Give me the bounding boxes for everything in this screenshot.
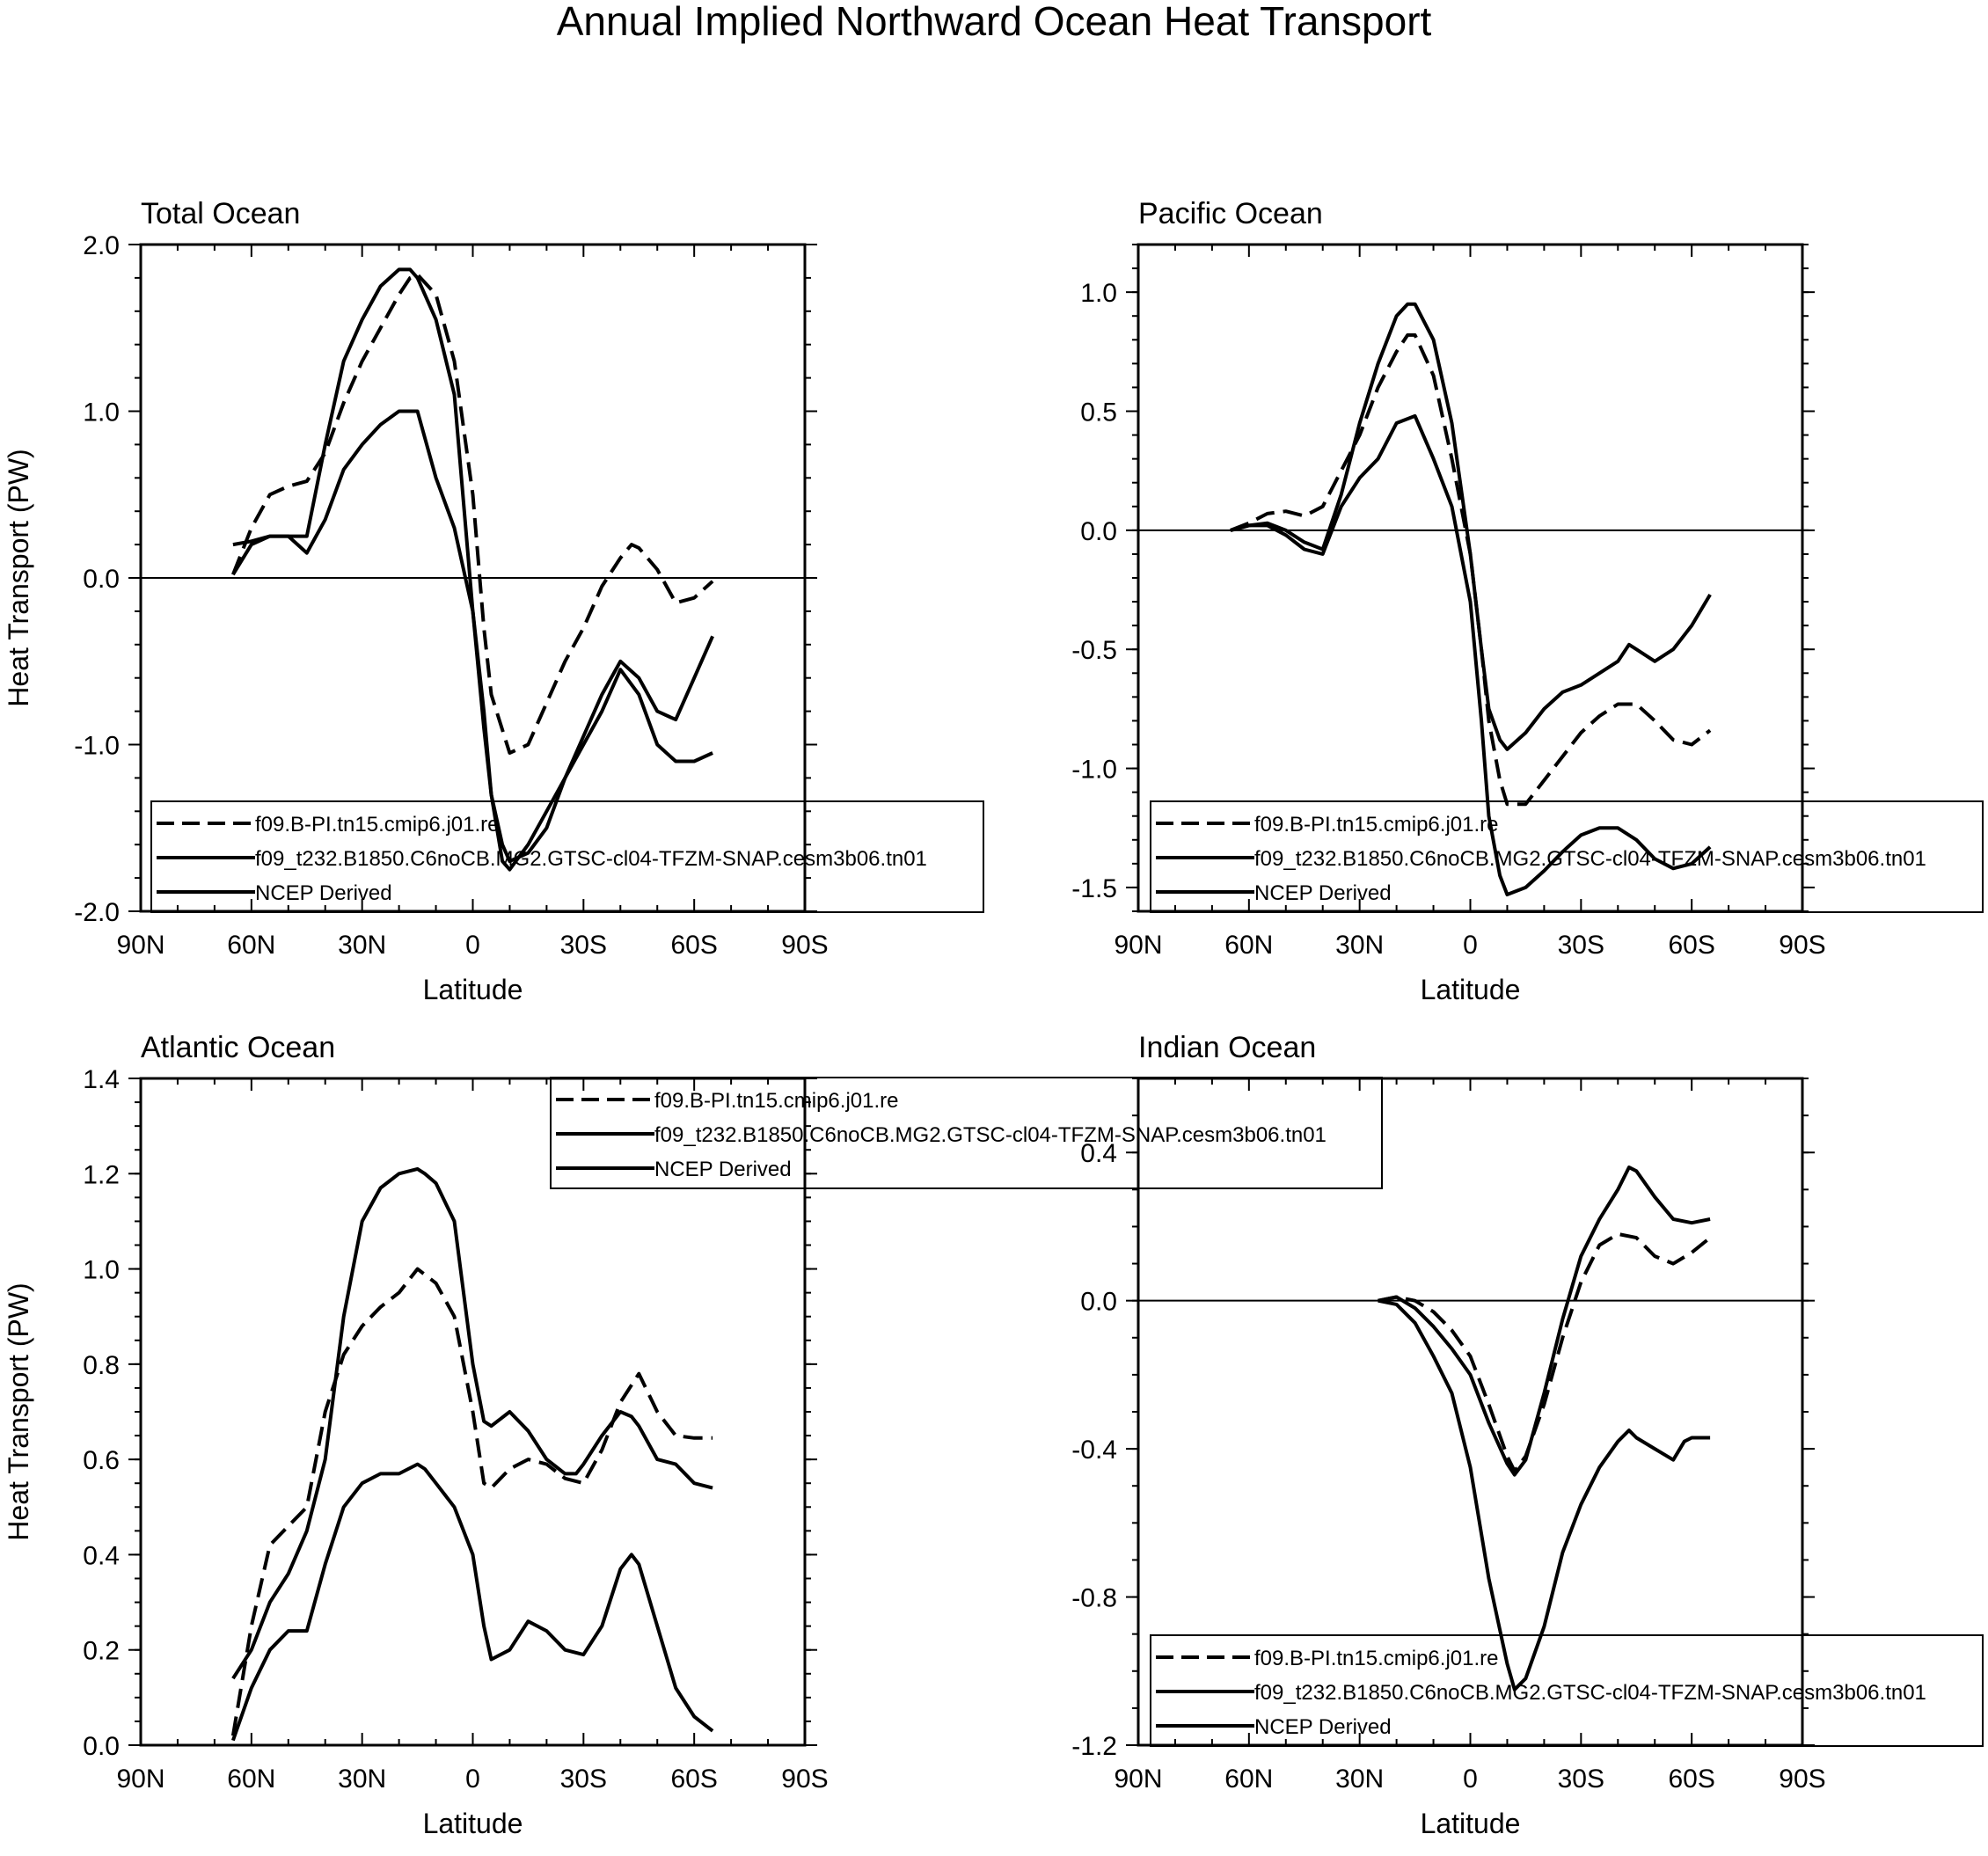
pacific-x-tick-label: 30S [1558,931,1604,960]
total-x-axis-label: Latitude [423,974,523,1005]
indian-series-2-line [1378,1298,1711,1692]
atlantic-x-tick-label: 90N [116,1765,164,1794]
pacific-x-tick-label: 60S [1668,931,1714,960]
atlantic-y-tick-label: 1.0 [83,1256,120,1285]
pacific-legend-label: f09.B-PI.tn15.cmip6.j01.re [1254,813,1498,837]
indian-x-tick-label: 60S [1668,1765,1714,1794]
indian-x-tick-label: 90S [1779,1765,1825,1794]
atlantic-y-axis-label: Heat Transport (PW) [3,1282,34,1540]
indian-y-tick-label: -0.4 [1071,1436,1117,1465]
atlantic-y-tick-label: 1.4 [83,1065,120,1094]
atlantic-y-tick-label: 0.8 [83,1351,120,1380]
atlantic-y-tick-label: 0.0 [83,1732,120,1761]
atlantic-x-tick-label: 0 [465,1765,480,1794]
indian-series-1-line [1378,1165,1711,1477]
indian-x-tick-label: 30S [1558,1765,1604,1794]
total-x-tick-label: 90S [781,931,828,960]
total-legend-label: NCEP Derived [255,881,392,905]
indian-y-tick-label: -1.2 [1071,1732,1117,1761]
atlantic-panel: Atlantic Ocean 90N 60N 30N 0 30S 60S 90S 1.4 1.2 1… [3,1031,1383,1839]
atlantic-legend-label: NCEP Derived [654,1158,792,1181]
indian-x-tick-label: 0 [1463,1765,1478,1794]
indian-legend-label: f09_t232.B1850.C6noCB.MG2.GTSC-cl04-TFZM… [1254,1681,1926,1705]
atlantic-legend: f09.B-PI.tn15.cmip6.j01.re f09_t232.B1850… [550,1077,1383,1189]
indian-x-tick-label: 60N [1224,1765,1273,1794]
atlantic-legend-label: f09.B-PI.tn15.cmip6.j01.re [654,1089,898,1113]
atlantic-x-tick-label: 60S [670,1765,717,1794]
atlantic-y-tick-label: 0.6 [83,1446,120,1475]
atlantic-legend-box [550,1077,1383,1189]
pacific-y-tick-label: 0.5 [1080,398,1117,427]
pacific-panel: Pacific Ocean 90N 60N 30N 0 30S 60S 90S 1.0 0.5 0.… [1071,197,1984,1005]
atlantic-series-2-line [231,1462,714,1742]
indian-x-tick-label: 30N [1335,1765,1384,1794]
pacific-legend-label: NCEP Derived [1254,881,1392,905]
pacific-x-tick-label: 30N [1335,931,1384,960]
atlantic-y-tick-label: 1.2 [83,1160,120,1189]
total-y-tick-label: 1.0 [83,398,120,427]
total-y-tick-label: 0.0 [83,565,120,594]
pacific-y-tick-label: -0.5 [1071,636,1117,665]
indian-y-tick-label: 0.0 [1080,1288,1117,1317]
atlantic-legend-label: f09_t232.B1850.C6noCB.MG2.GTSC-cl04-TFZM… [654,1123,1327,1147]
panels-group: Total Ocean 90N 60N 30N 0 30S 60S 90S 2.0 1.0 0.0 -… [3,197,1984,1839]
pacific-x-tick-label: 90S [1779,931,1825,960]
atlantic-y-tick-label: 0.2 [83,1637,120,1666]
total-legend-label: f09.B-PI.tn15.cmip6.j01.re [255,813,499,837]
total-x-tick-label: 0 [465,931,480,960]
pacific-series-2-line [1230,413,1712,896]
total-panel-title: Total Ocean [141,197,300,230]
total-legend-box [150,800,984,913]
total-y-tick-label: -2.0 [74,898,120,927]
pacific-legend: f09.B-PI.tn15.cmip6.j01.re f09_t232.B1850… [1150,800,1984,913]
total-panel: Total Ocean 90N 60N 30N 0 30S 60S 90S 2.0 1.0 0.0 -… [3,197,984,1005]
indian-legend-label: f09.B-PI.tn15.cmip6.j01.re [1254,1647,1498,1670]
atlantic-series-1-line [231,1166,713,1680]
pacific-legend-box [1150,800,1984,913]
indian-legend-box [1150,1634,1984,1747]
total-x-tick-label: 90N [116,931,164,960]
pacific-x-tick-label: 90N [1114,931,1162,960]
atlantic-x-tick-label: 30S [560,1765,607,1794]
pacific-y-tick-label: 1.0 [1080,279,1117,308]
atlantic-x-tick-label: 60N [227,1765,275,1794]
atlantic-x-tick-label: 30N [338,1765,386,1794]
atlantic-series-0-line [230,1267,713,1736]
total-x-tick-label: 60S [670,931,717,960]
total-y-axis-label: Heat Transport (PW) [3,449,34,706]
atlantic-panel-title: Atlantic Ocean [141,1031,335,1064]
total-x-tick-label: 30N [338,931,386,960]
total-series-2-line [232,409,713,872]
pacific-panel-title: Pacific Ocean [1138,197,1323,230]
pacific-y-tick-label: -1.0 [1071,756,1117,785]
pacific-y-tick-label: 0.0 [1080,517,1117,546]
total-legend-label: f09_t232.B1850.C6noCB.MG2.GTSC-cl04-TFZM… [255,847,927,871]
total-y-tick-label: -1.0 [74,732,120,761]
atlantic-y-tick-label: 0.4 [83,1541,120,1570]
total-x-tick-label: 30S [560,931,607,960]
total-y-tick-label: 2.0 [83,231,120,260]
indian-y-tick-label: 0.4 [1080,1139,1117,1168]
atlantic-x-axis-label: Latitude [423,1808,523,1839]
indian-legend-label: NCEP Derived [1254,1715,1392,1739]
indian-y-tick-label: -0.8 [1071,1584,1117,1613]
total-legend: f09.B-PI.tn15.cmip6.j01.re f09_t232.B1850… [150,800,984,913]
pacific-y-tick-label: -1.5 [1071,874,1117,903]
indian-legend: f09.B-PI.tn15.cmip6.j01.re f09_t232.B1850… [1150,1634,1984,1747]
indian-x-axis-label: Latitude [1421,1808,1521,1839]
indian-x-tick-label: 90N [1114,1765,1162,1794]
figure-title: Annual Implied Northward Ocean Heat Tran… [557,0,1432,44]
atlantic-x-tick-label: 90S [781,1765,828,1794]
pacific-x-axis-label: Latitude [1421,974,1521,1005]
pacific-legend-label: f09_t232.B1850.C6noCB.MG2.GTSC-cl04-TFZM… [1254,847,1926,871]
indian-panel: Indian Ocean 90N 60N 30N 0 30S 60S 90S 0.4 0.0 -0.… [1071,1031,1984,1839]
total-x-tick-label: 60N [227,931,275,960]
pacific-x-tick-label: 0 [1463,931,1478,960]
pacific-x-tick-label: 60N [1224,931,1273,960]
indian-panel-title: Indian Ocean [1138,1031,1316,1064]
